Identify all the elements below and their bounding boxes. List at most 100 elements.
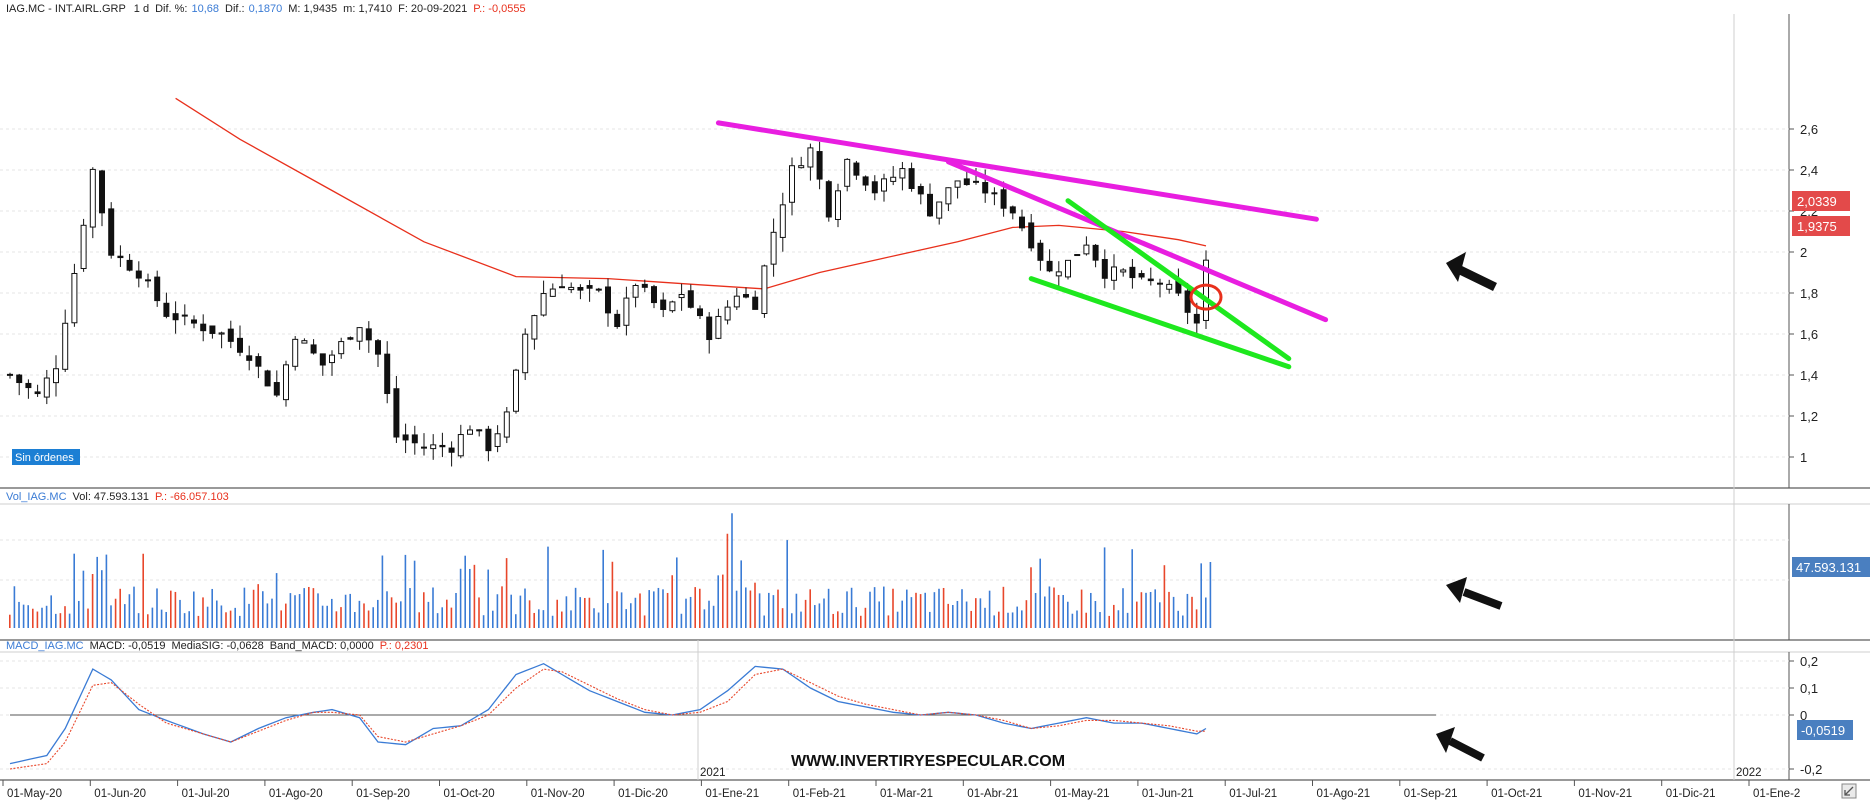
candle-body (614, 313, 621, 328)
x-tick-label: 01-Oct-20 (444, 788, 495, 800)
candle-body (973, 180, 979, 183)
candle-body (43, 377, 50, 398)
candle-body (255, 356, 262, 367)
volume-panel-header: Vol_IAG.MC Vol: 47.593.131 P.: -66.057.103 (6, 491, 229, 503)
candle-body (706, 316, 713, 341)
candle-body (117, 255, 124, 259)
volume-bar (781, 608, 784, 628)
volume-bar (239, 615, 241, 628)
candle-body (1129, 266, 1136, 279)
candle-body (1009, 206, 1016, 214)
candle-body (531, 315, 538, 340)
volume-bar (252, 589, 255, 628)
volume-bar (758, 593, 761, 628)
candle-body (108, 208, 115, 256)
candle-body (899, 168, 906, 179)
volume-bar (160, 609, 163, 628)
min-label: m: 1,7410 (343, 3, 392, 15)
annotation-arrow-price (1446, 252, 1497, 292)
volume-bar (216, 600, 218, 628)
candle-body (301, 340, 308, 344)
x-tick-label: 01-Jul-20 (182, 788, 230, 800)
candle-body (991, 192, 998, 195)
volume-bar (841, 612, 844, 628)
volume-bar (340, 607, 342, 628)
candle-body (568, 286, 575, 291)
volume-bar (1154, 589, 1156, 628)
x-tick-label: 01-Dic-20 (618, 788, 668, 800)
candle-body (595, 288, 602, 291)
volume-bar (998, 611, 1000, 628)
volume-bar (915, 592, 917, 628)
x-tick-label: 01-Ene-21 (705, 788, 759, 800)
support-trendline-lower (1028, 276, 1292, 370)
volume-bar (712, 605, 715, 628)
volume-bar (432, 587, 434, 628)
volume-bar (528, 600, 531, 628)
candle-body (476, 429, 483, 432)
volume-bar (786, 540, 788, 628)
candle-body (227, 328, 234, 342)
zoom-icon[interactable] (1841, 783, 1857, 799)
volume-bar (671, 575, 673, 628)
trendlines-layer[interactable] (715, 120, 1329, 370)
volume-price-tag: 47.593.131 (1792, 557, 1870, 577)
volume-bar (892, 588, 894, 628)
candle-body (1019, 216, 1025, 229)
volume-bar (524, 588, 526, 628)
x-tick-label: 01-Nov-21 (1578, 788, 1632, 800)
candle-body (1120, 269, 1127, 273)
volume-bar (1195, 609, 1198, 628)
candle-body (651, 286, 657, 304)
volume-bar (947, 603, 949, 628)
price-y-tick-label: 1,2 (1800, 409, 1818, 424)
candle-body (660, 299, 667, 310)
volume-bar (551, 615, 554, 628)
volume-bar (413, 560, 416, 628)
volume-bar (694, 587, 696, 628)
volume-bar (763, 615, 765, 628)
max-label: M: 1,9435 (288, 3, 337, 15)
volume-bar (496, 594, 499, 628)
candle-body (430, 444, 437, 450)
volume-bar (436, 613, 439, 628)
macd-y-tick-label: -0,2 (1800, 762, 1822, 777)
volume-bar (745, 587, 747, 628)
candles-layer (7, 141, 1209, 467)
volume-bar (505, 558, 508, 628)
volume-bar (179, 599, 181, 628)
volume-bar (404, 554, 407, 628)
volume-bar (956, 600, 959, 628)
ma-200-line (175, 97, 1207, 290)
volume-bar (814, 605, 816, 628)
macd-y-tick-label: 0,1 (1800, 681, 1818, 696)
volume-bar (832, 613, 834, 628)
volume-bar (142, 553, 144, 628)
candle-body (1111, 266, 1117, 281)
volume-bar (206, 606, 209, 628)
volume-bar (335, 611, 338, 628)
volume-bar (1113, 604, 1115, 628)
candle-body (697, 308, 703, 317)
candle-body (1028, 222, 1035, 249)
volume-bar (105, 554, 108, 628)
volume-bar (827, 588, 830, 628)
volume-bar (248, 603, 250, 628)
x-tick-label: 01-May-20 (7, 788, 62, 800)
volume-bar (984, 607, 986, 628)
support-trendline-upper (1065, 198, 1292, 362)
volume-bar (220, 605, 223, 628)
volume-bar (689, 596, 692, 628)
candle-body (347, 337, 354, 340)
volume-bar (82, 570, 85, 628)
candle-body (687, 290, 694, 308)
candle-body (126, 259, 133, 271)
volume-bar (27, 605, 29, 628)
candle-body (733, 295, 740, 308)
volume-bar (1186, 593, 1189, 628)
candle-body (724, 306, 731, 321)
volume-bar (869, 591, 871, 628)
volume-bar (372, 607, 374, 628)
